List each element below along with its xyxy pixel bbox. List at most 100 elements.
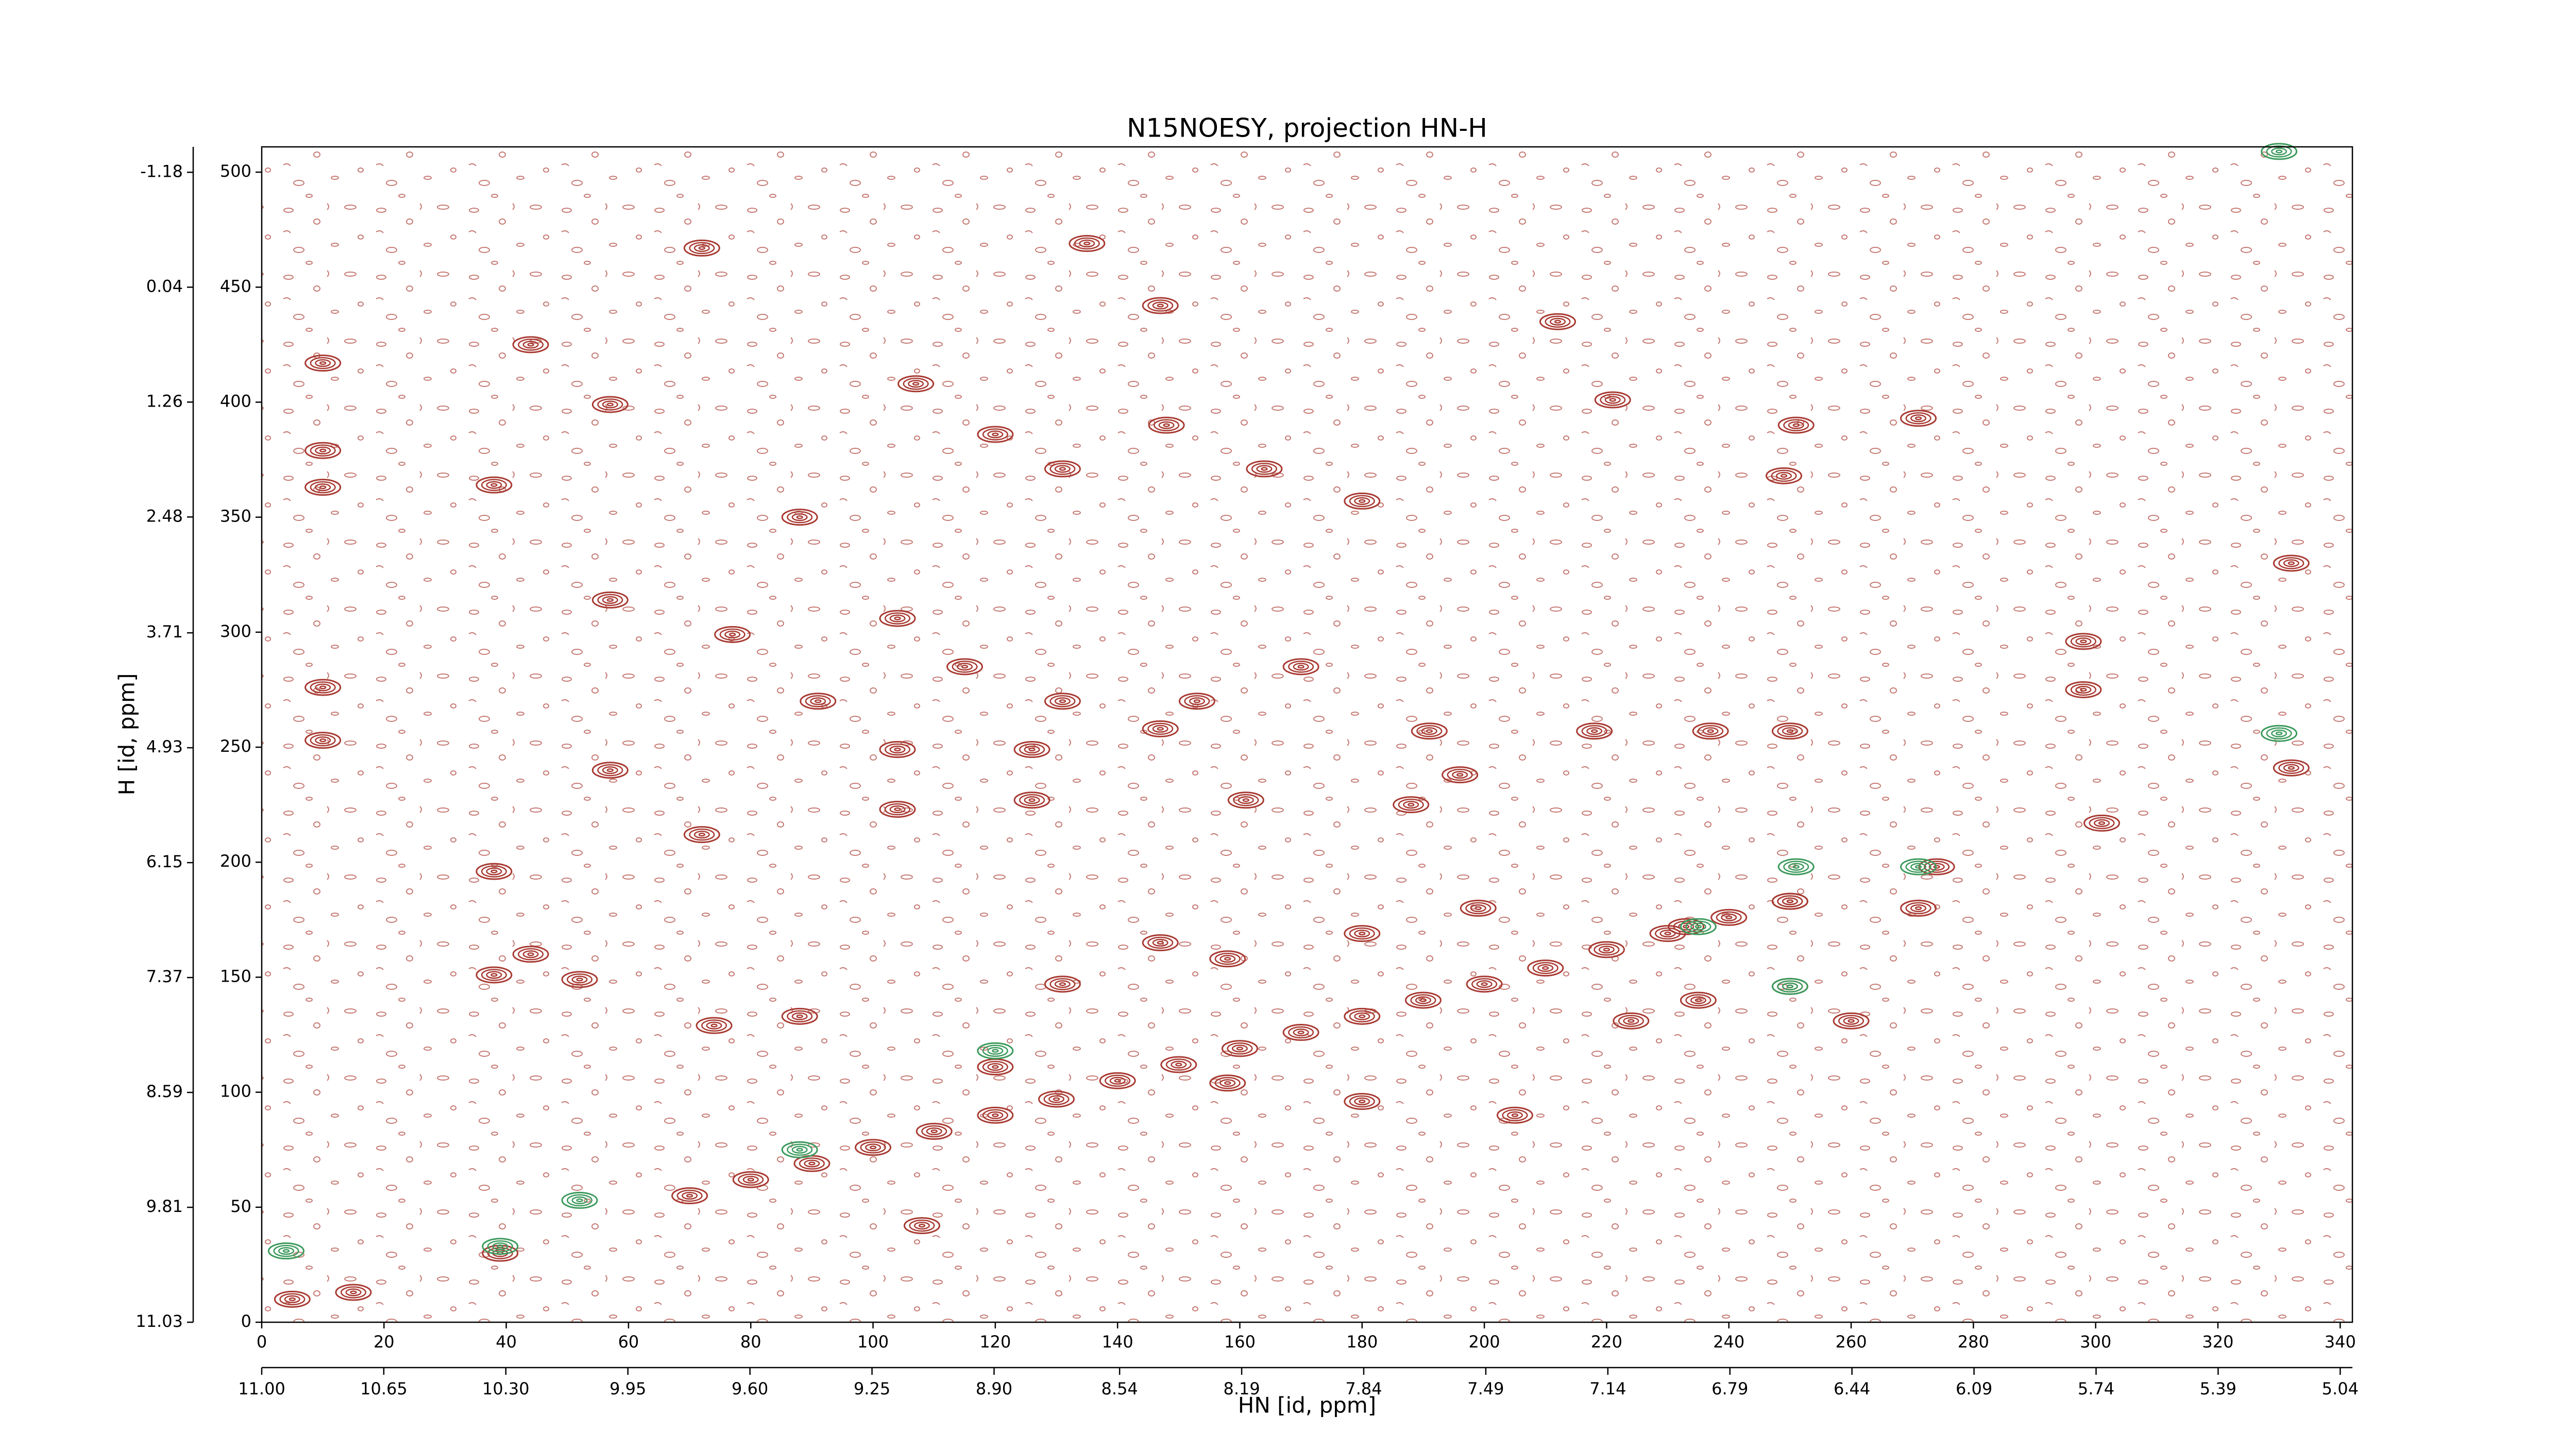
contour-ring [1914,906,1922,911]
contour-ring [1554,319,1562,324]
contour-ring [992,1113,999,1117]
contour-ring [1476,980,1493,988]
contour-ring [2283,764,2299,772]
contour-ring [315,446,331,454]
contour-ring [987,1063,1004,1071]
contour-ring [693,244,710,252]
x-tick-label: 300 [2080,1332,2111,1352]
contour-ring [791,513,808,521]
contour-ring [1410,994,1436,1006]
peak [1680,991,1717,1009]
contour-ring [728,632,736,636]
contour-ring [497,1244,504,1249]
contour-ring [884,612,911,625]
peak [977,1106,1014,1124]
x2-tick-label: 6.09 [1956,1379,1992,1399]
peak [1771,978,1808,995]
x-tick-label: 20 [374,1332,395,1352]
contour-ring [486,481,502,489]
y-tick-label: 250 [220,736,251,756]
contour-ring [2070,635,2096,648]
peak [1649,925,1686,942]
contour-ring [1600,394,1626,406]
peak [304,732,342,749]
peak [1069,234,1106,252]
x2-tick-label: 9.95 [609,1379,646,1399]
y-tick-label: 350 [220,507,251,526]
peak [800,693,837,710]
contour-ring [1059,467,1066,471]
contour-ring [987,1111,1004,1119]
peak [977,1042,1014,1059]
contour-ring [1049,978,1076,990]
peak [1668,918,1705,935]
peak [2083,814,2121,832]
contour-ring [606,598,614,602]
contour-ring [1079,239,1095,248]
peak [2261,724,2298,742]
contour-ring [315,683,331,692]
contour-ring [738,1173,764,1186]
contour-ring [481,479,507,491]
contour-ring [310,681,336,694]
y-tick-label: 400 [220,391,251,411]
peak [2273,554,2310,572]
contour-ring [1219,955,1236,963]
peak [1246,460,1283,478]
chart-title: N15NOESY, projection HN-H [1127,113,1487,143]
contour-ring [869,1145,877,1150]
x2-tick-label: 8.54 [1101,1379,1138,1399]
y2-tick-label: 0.04 [146,276,183,296]
contour-ring [1545,315,1571,328]
peak [732,1171,769,1188]
peak [512,336,549,353]
contour-ring [1059,699,1066,703]
contour-ring [1775,471,1792,480]
contour-ring [889,745,906,754]
contour-ring [1914,865,1922,869]
contour-ring [2278,762,2304,774]
contour-ring [1598,946,1615,954]
contour-ring [1594,943,1620,956]
contour-ring [1771,469,1797,482]
peak [304,479,342,496]
contour-ring [602,766,618,774]
y-tick-label: 200 [220,851,251,871]
contour-ring [815,699,822,703]
contour-ring [1782,897,1798,905]
contour-ring [918,1223,926,1228]
peak [476,863,513,880]
peak [267,1242,304,1260]
y2-tick-label: 6.15 [146,852,183,871]
contour-ring [1792,865,1800,869]
contour-ring [1690,996,1706,1004]
contour-ring [518,948,544,961]
x-tick-label: 140 [1102,1332,1133,1352]
contour-ring [2287,766,2295,770]
x2-tick-label: 8.19 [1223,1379,1260,1399]
peak [1692,722,1729,740]
contour-ring [2075,685,2092,694]
x-tick-label: 160 [1224,1332,1256,1352]
contour-ring [2098,821,2106,825]
contour-ring [1242,798,1250,802]
peak [591,396,629,413]
y2-tick-label: 4.93 [146,737,183,756]
peak [591,591,629,609]
contour-ring [1184,695,1210,707]
contour-ring [518,339,544,351]
contour-ring [606,768,614,772]
contour-ring [1506,1111,1523,1119]
contour-ring [2275,149,2283,154]
contour-ring [796,1148,803,1152]
y-tick-label: 500 [220,161,251,181]
peak [1771,892,1808,910]
contour-ring [1694,924,1702,929]
contour-ring [602,596,618,604]
x2-tick-label: 8.90 [976,1379,1012,1399]
peak [1013,791,1050,809]
peak [1460,900,1497,917]
peak [683,826,720,844]
peak [1900,410,1937,427]
contour-ring [1623,1017,1639,1025]
